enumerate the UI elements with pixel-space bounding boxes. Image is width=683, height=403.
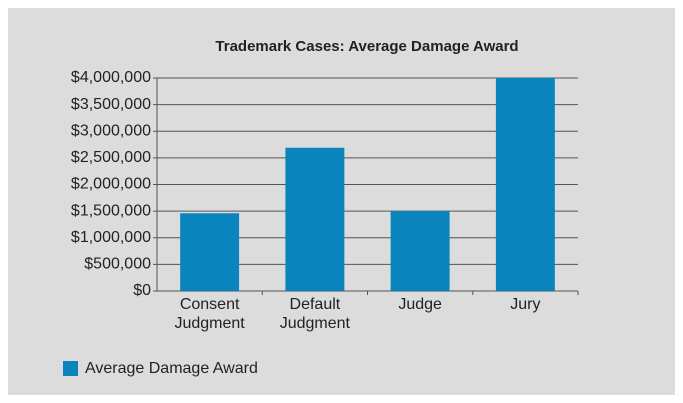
x-tick-label: Jury [510, 296, 541, 313]
bar [390, 211, 450, 291]
legend-label: Average Damage Award [85, 360, 258, 377]
y-tick-label: $2,000,000 [71, 176, 151, 193]
y-tick-label: $500,000 [84, 256, 151, 273]
chart-title: Trademark Cases: Average Damage Award [215, 38, 518, 55]
y-tick-label: $1,000,000 [71, 229, 151, 246]
y-tick-label: $1,500,000 [71, 202, 151, 219]
x-tick-label: Default Judgment [279, 296, 350, 332]
y-tick-label: $3,000,000 [71, 122, 151, 139]
bar [180, 213, 240, 291]
legend-swatch [63, 361, 78, 376]
x-tick-label: Consent Judgment [174, 296, 245, 332]
bar [495, 78, 555, 291]
y-tick-label: $3,500,000 [71, 96, 151, 113]
y-tick-label: $0 [133, 282, 151, 299]
y-tick-label: $4,000,000 [71, 69, 151, 86]
x-tick-label: Judge [398, 296, 442, 313]
bar [285, 147, 345, 291]
y-tick-label: $2,500,000 [71, 149, 151, 166]
